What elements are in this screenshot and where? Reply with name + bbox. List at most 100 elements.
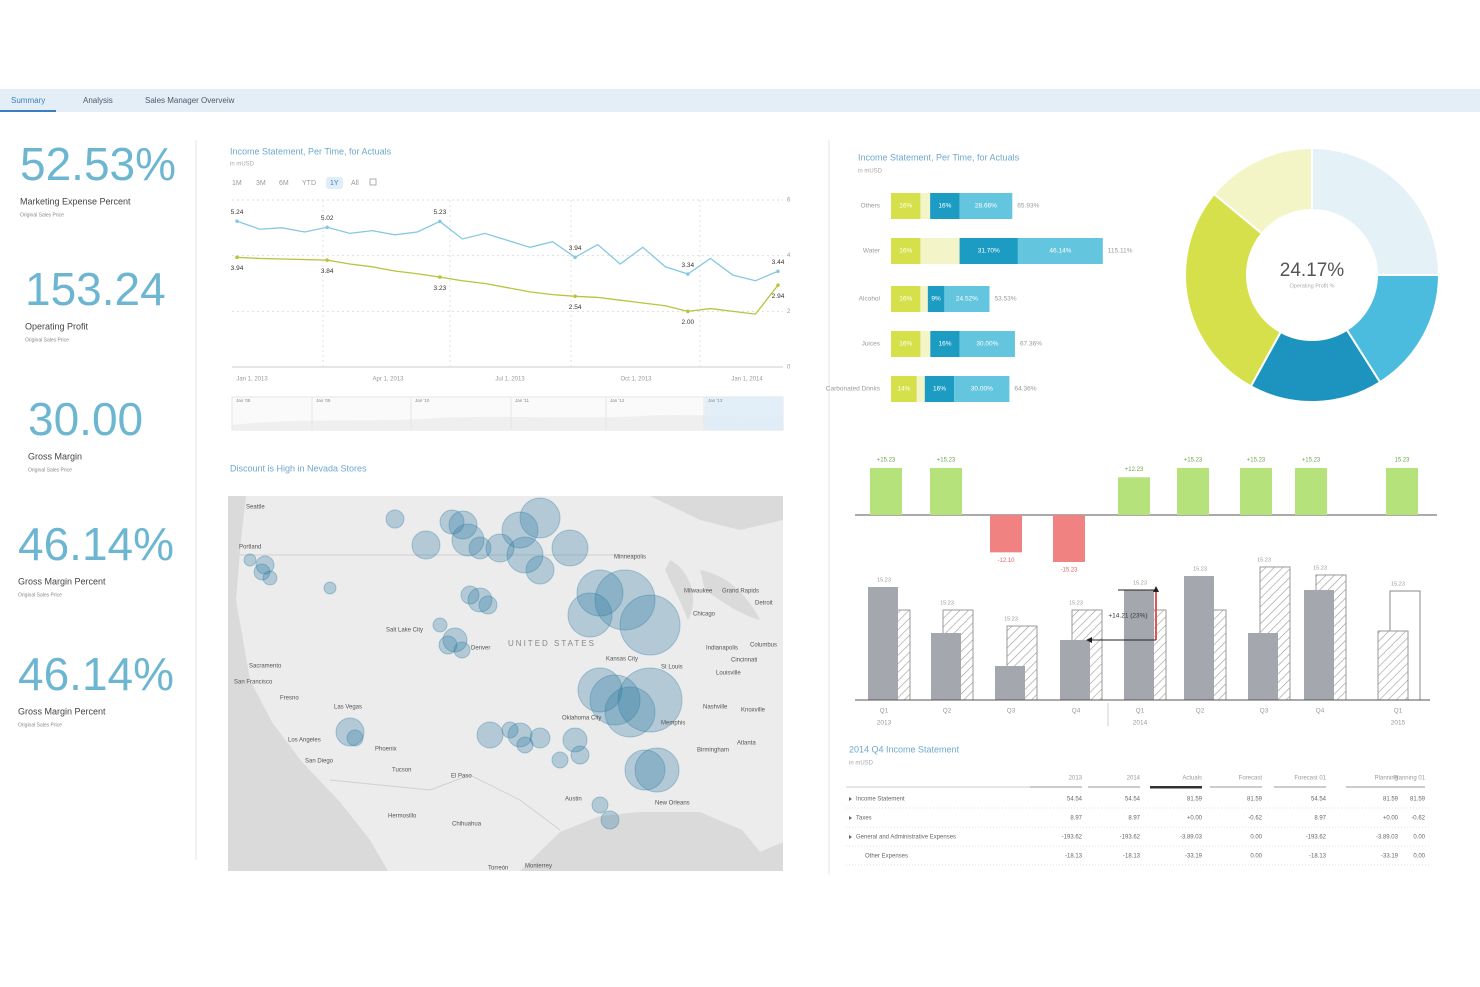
city-label: Sacramento [249,664,282,670]
chart-title: Income Statement, Per Time, for Actuals [858,152,1020,162]
data-label: 3.23 [434,285,447,292]
column-underline [1030,786,1082,788]
data-label: 2.54 [569,304,582,311]
city-label: Las Vegas [334,705,362,711]
map-bubble [323,581,337,595]
bar-annotation: 15.23 [1391,581,1405,587]
map-bubble [617,667,683,733]
data-label: 16% [899,248,912,255]
table-cell: 54.54 [1311,797,1327,803]
expand-icon[interactable] [849,797,852,801]
column-header: Forecast [1239,776,1263,782]
navigator-label: Jan '08 [236,398,251,403]
data-label: -15.23 [1060,568,1078,574]
bar-annotation: 15.23 [1004,616,1018,622]
waterfall-bar [1295,468,1327,515]
data-label: 15.23 [1394,458,1410,464]
line-point [235,219,239,223]
waterfall-bar [1240,468,1272,515]
table-cell: 8.97 [1314,816,1326,822]
table-cell: 81.59 [1187,797,1203,803]
map-bubble [385,509,405,529]
tab-underline [0,110,56,112]
bar-segment [920,193,931,219]
data-label: 16% [939,341,952,348]
city-label: Detroit [755,601,773,607]
table-cell: -0.62 [1248,816,1262,822]
city-label: San Diego [305,759,334,765]
line-series [236,256,779,315]
actual-bar [868,587,898,700]
city-label: San Francisco [234,680,273,686]
category-label: Water [863,248,881,255]
map-bubble [255,555,275,575]
map-bubble [525,555,555,585]
kpi-note: Original Sales Price [25,337,69,343]
data-label: 16% [899,296,912,303]
map-bubble [438,635,458,655]
line-point [235,255,239,260]
city-label: Tucson [392,768,411,774]
bar-segment [920,238,960,264]
city-label: Atlanta [737,741,756,747]
kpi-label: Gross Margin Percent [18,576,106,586]
map-bubble [432,617,448,633]
line-point [438,275,442,279]
table-cell: -18.13 [1065,854,1083,860]
expand-icon[interactable] [849,816,852,820]
city-label: Torreón [488,866,508,872]
map-bubble [604,686,656,738]
waterfall-bar [1386,468,1418,515]
table-cell: 54.54 [1125,797,1141,803]
table-cell: 0.00 [1413,835,1425,841]
bar-segment [891,286,921,312]
map-bubble [577,667,623,713]
x-year-label: 2015 [1391,720,1406,727]
table-cell: 0.00 [1250,835,1262,841]
data-label: 5.23 [434,209,447,216]
kpi-value: 46.14% [18,518,174,570]
data-label: 16% [899,341,912,348]
kpi-note: Original Sales Price [28,467,72,473]
city-label: Portland [239,545,261,551]
x-tick-label: Apr 1, 2013 [372,377,404,383]
range-button: 1Y [330,180,339,187]
x-tick-label: Q3 [1007,708,1016,715]
city-label: Monterrey [525,864,552,870]
map-border [240,554,640,831]
column-underline [1210,786,1262,788]
data-label: 16% [938,203,951,210]
country-label: UNITED STATES [508,639,596,648]
data-label: 3.94 [231,265,244,272]
data-label: 16% [933,386,946,393]
navigator-window [705,397,783,430]
bar-annotation: 15.23 [1133,580,1147,586]
bar-segment [959,238,1018,264]
city-label: Nashville [703,705,728,711]
city-label: Kansas City [606,657,638,663]
line-series [236,220,779,282]
line-point [325,258,329,262]
column-header: Planning [1375,776,1398,782]
expand-icon[interactable] [849,835,852,839]
map-bubble [253,563,271,581]
data-label: +12.23 [1125,467,1144,473]
bar-segment [924,376,955,402]
table-cell: -193.62 [1120,835,1141,841]
map-bubble [529,727,551,749]
total-label: 53.53% [994,296,1016,303]
map-bubble [562,727,588,753]
column-header: 2014 [1127,776,1141,782]
city-label: Chihuahua [452,822,482,828]
map-bubble [442,627,468,653]
chart-title: Discount is High in Nevada Stores [230,463,367,473]
bar-segment [920,286,928,312]
kpi-value: 46.14% [18,648,174,700]
table-cell: 8.97 [1128,816,1140,822]
table-cell: +0.00 [1383,816,1399,822]
bar-annotation: 15.23 [1193,566,1207,572]
row-label: Taxes [856,816,872,822]
donut-segment [1311,146,1441,276]
range-button: All [351,180,359,187]
map-bubble [576,569,624,617]
